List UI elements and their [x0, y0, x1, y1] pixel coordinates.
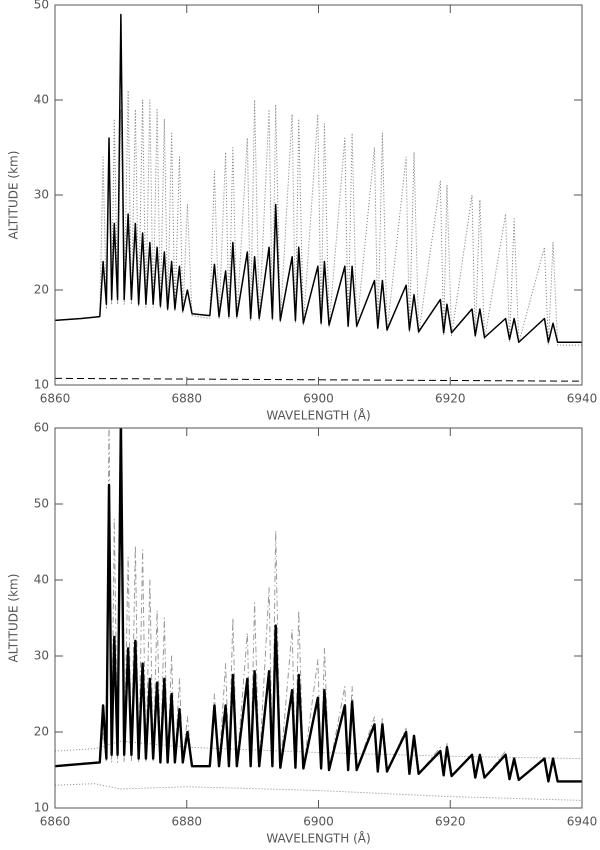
y-tick-label: 40 — [34, 93, 49, 107]
x-tick-label: 6860 — [40, 815, 71, 829]
x-tick-label: 6920 — [435, 815, 466, 829]
x-tick-label: 6860 — [40, 392, 71, 406]
data-line — [55, 740, 582, 760]
y-axis-label: ALTITUDE (km) — [7, 151, 21, 240]
plot-data — [55, 13, 582, 382]
plot-frame — [54, 427, 583, 809]
data-line — [55, 428, 582, 783]
y-tick-label: 20 — [34, 725, 49, 739]
data-line — [55, 90, 582, 346]
y-tick-label: 30 — [34, 188, 49, 202]
data-line — [55, 13, 582, 343]
x-tick-label: 6940 — [567, 392, 598, 406]
y-tick-label: 40 — [34, 573, 49, 587]
plot-data — [55, 428, 582, 801]
x-tick-label: 6940 — [567, 815, 598, 829]
y-tick-label: 50 — [34, 0, 49, 12]
y-tick-label: 10 — [34, 801, 49, 815]
y-tick-label: 20 — [34, 283, 49, 297]
x-tick-label: 6900 — [303, 815, 334, 829]
x-tick-label: 6880 — [171, 392, 202, 406]
x-axis-label: WAVELENGTH (Å) — [266, 408, 370, 423]
data-line — [55, 428, 582, 782]
x-tick-label: 6900 — [303, 392, 334, 406]
y-tick-label: 50 — [34, 497, 49, 511]
y-tick-label: 30 — [34, 649, 49, 663]
x-tick-label: 6880 — [171, 815, 202, 829]
y-tick-label: 60 — [34, 421, 49, 435]
x-tick-label: 6920 — [435, 392, 466, 406]
data-line — [55, 783, 582, 801]
y-axis-label: ALTITUDE (km) — [7, 574, 21, 663]
x-axis-label: WAVELENGTH (Å) — [266, 831, 370, 846]
y-tick-label: 10 — [34, 378, 49, 392]
